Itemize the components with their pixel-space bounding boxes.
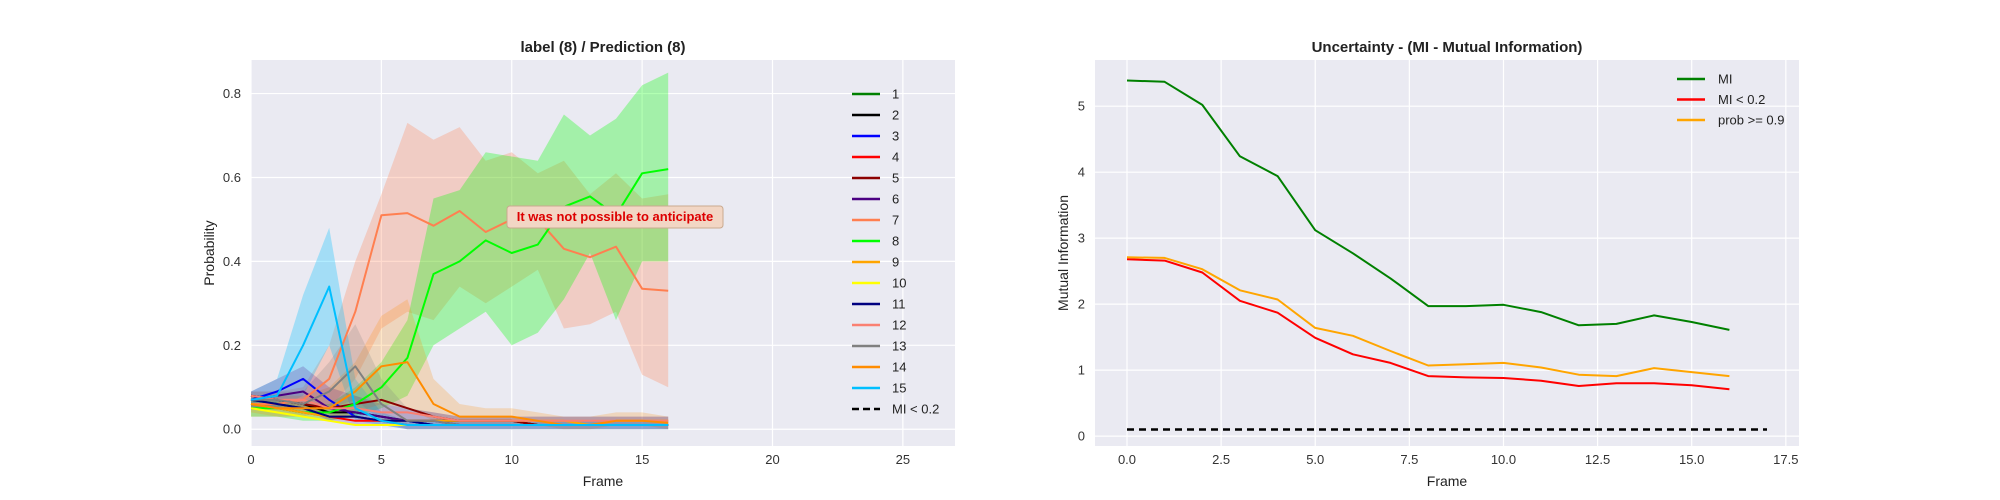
confidence-band-6	[251, 366, 669, 430]
series-line-14	[250, 361, 669, 426]
x-axis-label-right: Frame	[1427, 473, 1468, 489]
x-tick-label: 0	[247, 452, 254, 467]
legend-label-2: 2	[892, 108, 899, 123]
legend-label-13: 13	[892, 339, 906, 354]
chart-left: 0 5 10 15 20 250.00.20.40.60.8 label (8) / Pr…	[201, 39, 955, 489]
x-tick-label: 5	[378, 452, 385, 467]
confidence-band-13	[251, 324, 669, 430]
series-line-MI < 0.2	[1126, 258, 1730, 391]
confidence-band-14	[251, 299, 669, 430]
annotation-box: It was not possible to anticipate	[506, 205, 724, 229]
x-tick-label: 7.5	[1400, 452, 1418, 467]
lines-right	[1126, 79, 1767, 431]
series-line-8	[251, 168, 669, 414]
annotation-background	[506, 205, 724, 229]
legend-label-5: 5	[892, 171, 899, 186]
x-tick-label: 17.5	[1773, 452, 1798, 467]
x-tick-label: 12.5	[1585, 452, 1610, 467]
x-tick-label: 2.5	[1212, 452, 1230, 467]
legend-label-4: 4	[892, 150, 899, 165]
legend-label-MI < 0.2: MI < 0.2	[1718, 92, 1765, 107]
y-tick-label: 0.4	[223, 254, 241, 269]
ticks-left: 0 5 10 15 20 250.00.20.40.60.8	[223, 86, 910, 467]
confidence-band-7	[251, 122, 669, 417]
ticks-right: 0.0 2.5 5.0 7.5 10.0 12.5 15.0 17.5 0 1 2 3 4 5	[1078, 99, 1799, 467]
legend-label-8: 8	[892, 234, 899, 249]
y-tick-label: 5	[1078, 99, 1085, 114]
legend-label-11: 11	[892, 297, 906, 312]
chart-title-left: label (8) / Prediction (8)	[520, 39, 685, 56]
plot-area-right	[1095, 60, 1799, 446]
y-tick-label: 0.2	[223, 338, 241, 353]
x-tick-label: 15	[635, 452, 649, 467]
legend-right: MI MI < 0.2 prob >= 0.9	[1677, 72, 1785, 128]
legend-label-7: 7	[892, 213, 899, 228]
y-tick-label: 0.0	[223, 422, 241, 437]
legend-label-9: 9	[892, 255, 899, 270]
lines-left	[250, 168, 669, 426]
series-line-15	[250, 285, 669, 426]
legend-label-reference: MI < 0.2	[892, 402, 939, 417]
legend-label-1: 1	[892, 87, 899, 102]
bands-left	[251, 72, 669, 430]
y-tick-label: 0.8	[223, 86, 241, 101]
series-line-prob >= 0.9	[1126, 256, 1730, 378]
x-axis-label-left: Frame	[583, 473, 624, 489]
y-axis-label-left: Probability	[201, 220, 217, 285]
chart-title-right: Uncertainty - (MI - Mutual Information)	[1312, 39, 1583, 56]
y-tick-label: 1	[1078, 363, 1085, 378]
confidence-band-8	[251, 72, 669, 421]
grid-right	[1095, 60, 1799, 446]
legend-label-10: 10	[892, 276, 906, 291]
x-tick-label: 20	[765, 452, 779, 467]
y-tick-label: 2	[1078, 297, 1085, 312]
series-line-MI	[1126, 79, 1730, 331]
x-tick-label: 0.0	[1118, 452, 1136, 467]
y-tick-label: 0	[1078, 429, 1085, 444]
legend-label-prob >= 0.9: prob >= 0.9	[1718, 113, 1785, 128]
legend-label-MI: MI	[1718, 72, 1732, 87]
x-tick-label: 10	[505, 452, 519, 467]
legend-label-3: 3	[892, 129, 899, 144]
series-line-12	[250, 394, 669, 422]
confidence-band-15	[251, 227, 669, 430]
annotation-text: It was not possible to anticipate	[517, 209, 713, 224]
x-tick-label: 5.0	[1306, 452, 1324, 467]
series-line-7	[251, 210, 669, 405]
legend-label-15: 15	[892, 381, 906, 396]
legend-label-12: 12	[892, 318, 906, 333]
legend-label-14: 14	[892, 360, 906, 375]
x-tick-label: 25	[896, 452, 910, 467]
x-tick-label: 10.0	[1491, 452, 1516, 467]
y-axis-label-right: Mutual Information	[1055, 195, 1071, 311]
x-tick-label: 15.0	[1679, 452, 1704, 467]
chart-right: 0.0 2.5 5.0 7.5 10.0 12.5 15.0 17.5 0 1 2 3 4 5 Uncer…	[1055, 39, 1799, 489]
y-tick-label: 3	[1078, 231, 1085, 246]
y-tick-label: 4	[1078, 165, 1085, 180]
legend-label-6: 6	[892, 192, 899, 207]
y-tick-label: 0.6	[223, 170, 241, 185]
